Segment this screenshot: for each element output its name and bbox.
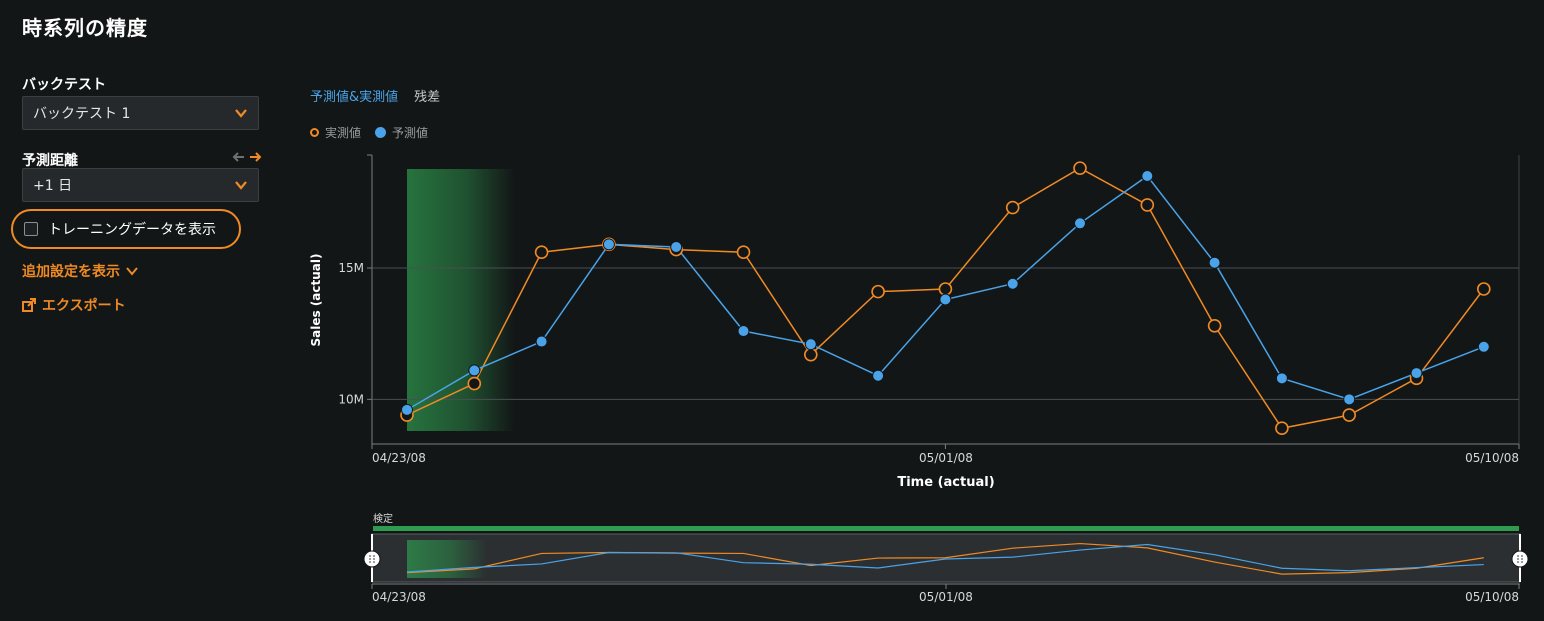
more-settings-link[interactable]: 追加設定を表示 <box>22 261 138 281</box>
predicted-point <box>401 403 413 416</box>
legend-predicted-label: 予測値 <box>392 126 429 140</box>
horizon-label: 予測距離 <box>22 153 78 169</box>
horizon-select[interactable]: +1 日 <box>22 168 259 202</box>
grip-dot <box>1521 555 1523 557</box>
x-tick-label: 05/01/08 <box>919 451 973 465</box>
arrow-left-icon[interactable] <box>232 150 246 164</box>
grip-dot <box>1517 558 1519 560</box>
predicted-point <box>1477 340 1490 353</box>
y-tick-label: 15M <box>338 261 364 275</box>
actual-point <box>1005 200 1020 215</box>
actual-point <box>534 245 549 260</box>
overview-predicted-line <box>406 543 1484 573</box>
actual-point <box>736 245 751 260</box>
x-tick-label: 05/10/08 <box>1465 451 1519 465</box>
actual-point <box>1073 161 1087 175</box>
grip-dot <box>369 561 371 563</box>
range-handle-left[interactable] <box>363 550 381 568</box>
predicted-point <box>468 364 481 377</box>
chart-tabs: 予測値&実測値 残差 <box>310 86 440 105</box>
backtest-select-value: バックテスト 1 <box>33 106 131 122</box>
more-settings-label: 追加設定を表示 <box>22 264 120 280</box>
predicted-point <box>737 325 750 338</box>
actual-series-line <box>406 167 1485 430</box>
export-link[interactable]: エクスポート <box>22 295 126 315</box>
backtest-select[interactable]: バックテスト 1 <box>22 96 259 130</box>
actual-point <box>1477 282 1491 296</box>
legend-actual-label: 実測値 <box>325 126 362 140</box>
predicted-point <box>1074 217 1086 230</box>
tab-residuals[interactable]: 残差 <box>414 90 441 105</box>
grip-dot <box>369 558 371 560</box>
actual-point <box>803 347 818 362</box>
actual-point <box>602 237 616 252</box>
predicted-point <box>872 369 885 382</box>
overview-x-tick-label: 04/23/08 <box>372 590 426 604</box>
predicted-point <box>535 335 548 348</box>
backtest-label: バックテスト <box>22 77 106 93</box>
arrow-right-icon[interactable] <box>248 150 262 164</box>
y-axis-title: Sales (actual) <box>309 254 323 347</box>
actual-point <box>1409 371 1424 386</box>
training-region-shade <box>407 169 515 431</box>
predicted-point <box>1410 367 1423 380</box>
predicted-point <box>1141 170 1154 183</box>
actual-point <box>467 376 482 391</box>
predicted-point <box>1343 393 1356 406</box>
predicted-series-line <box>406 174 1485 411</box>
predicted-point <box>602 238 615 251</box>
grip-dot <box>1521 558 1523 560</box>
chevron-down-icon <box>126 267 138 276</box>
horizon-select-value: +1 日 <box>33 178 73 194</box>
actual-point <box>1207 318 1222 333</box>
horizon-arrows <box>232 150 262 164</box>
legend-predicted-marker <box>375 127 387 138</box>
show-training-toggle[interactable]: トレーニングデータを表示 <box>11 209 241 249</box>
show-training-checkbox[interactable] <box>24 222 38 236</box>
predicted-point <box>1208 256 1221 269</box>
grip-dot <box>369 555 371 557</box>
show-training-label: トレーニングデータを表示 <box>48 222 216 238</box>
actual-point <box>1275 421 1289 436</box>
overview-actual-line <box>406 542 1484 575</box>
grip-dot <box>1517 555 1519 557</box>
grip-dot <box>1521 561 1523 563</box>
validation-label: 検定 <box>373 512 393 525</box>
export-icon <box>22 298 36 312</box>
grip-dot <box>1517 561 1519 563</box>
chart-legend: 実測値 予測値 <box>310 124 428 141</box>
page-title: 時系列の精度 <box>22 16 148 40</box>
y-tick-label: 10M <box>338 392 364 406</box>
overview-x-tick-label: 05/10/08 <box>1465 590 1519 604</box>
predicted-point <box>1006 277 1019 290</box>
chevron-down-icon <box>235 181 247 190</box>
predicted-point <box>939 293 952 306</box>
x-axis-title: Time (actual) <box>897 475 994 490</box>
predicted-point <box>1275 372 1288 385</box>
predicted-point <box>804 338 817 351</box>
range-handle-right[interactable] <box>1511 550 1529 568</box>
overview-x-tick-label: 05/01/08 <box>919 590 973 604</box>
tab-predicted-vs-actual[interactable]: 予測値&実測値 <box>310 90 399 105</box>
grip-dot <box>373 561 375 563</box>
actual-point <box>1342 408 1356 422</box>
grip-dot <box>373 558 375 560</box>
actual-point <box>938 282 953 296</box>
legend-actual-marker <box>310 128 319 137</box>
export-label: エクスポート <box>42 298 126 314</box>
validation-bar <box>373 526 1519 531</box>
actual-point <box>400 408 414 422</box>
predicted-point <box>670 240 683 253</box>
overview-training-shade <box>407 540 487 578</box>
actual-point <box>871 284 885 299</box>
actual-point <box>669 242 684 257</box>
overview-window <box>371 533 1521 583</box>
x-tick-label: 04/23/08 <box>372 451 426 465</box>
actual-point <box>1140 198 1155 212</box>
grip-dot <box>373 555 375 557</box>
chevron-down-icon <box>235 109 247 118</box>
